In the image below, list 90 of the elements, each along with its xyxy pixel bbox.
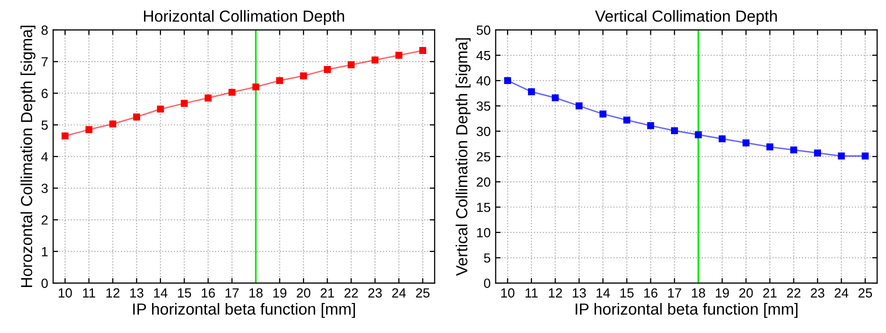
- y-tick-label: 45: [476, 50, 490, 60]
- y-tick-label: 6: [42, 88, 48, 98]
- y-tick-label: 10: [477, 228, 490, 238]
- point: [395, 52, 402, 59]
- point: [109, 120, 116, 128]
- x-tick-label: 21: [320, 288, 334, 298]
- point: [814, 149, 822, 156]
- y-tick-label: 7: [42, 57, 48, 66]
- chart-title: Horizontal Collimation Depth: [144, 10, 344, 25]
- y-tick-label: 40: [476, 76, 490, 86]
- point: [180, 100, 188, 107]
- x-tick-label: 19: [273, 288, 286, 298]
- point: [372, 56, 378, 64]
- point: [419, 47, 426, 54]
- x-axis-title: IP horizontal beta function [mm]: [576, 302, 798, 318]
- point: [228, 88, 236, 96]
- y-tick-label: 4: [41, 152, 48, 162]
- point: [324, 66, 331, 73]
- x-tick-label: 16: [644, 288, 658, 298]
- y-tick-label: 25: [476, 152, 490, 162]
- y-tick-label: 15: [477, 202, 490, 212]
- x-tick-label: 11: [83, 288, 96, 298]
- y-tick-label: 50: [476, 26, 490, 35]
- point: [599, 110, 606, 118]
- y-axis-title: Horozontal Collimation Depth [sigma]: [20, 26, 36, 288]
- x-tick-label: 12: [548, 288, 562, 298]
- y-tick-label: 35: [476, 101, 490, 111]
- x-tick-label: 14: [154, 288, 168, 298]
- x-tick-label: 20: [739, 288, 753, 298]
- point: [766, 143, 774, 150]
- x-tick-label: 13: [130, 288, 144, 298]
- x-tick-label: 21: [763, 288, 777, 298]
- y-tick-label: 0: [484, 278, 490, 288]
- point: [671, 127, 678, 134]
- x-tick-label: 23: [810, 288, 824, 298]
- y-tick-label: 1: [42, 247, 48, 256]
- point: [85, 126, 92, 134]
- x-tick-label: 11: [526, 288, 538, 298]
- y-tick-label: 2: [42, 215, 48, 225]
- point: [276, 77, 284, 84]
- point: [552, 94, 559, 102]
- x-axis-title: IP horizontal beta function [mm]: [133, 302, 355, 318]
- y-tick-label: 20: [476, 177, 490, 187]
- point: [504, 77, 512, 84]
- point: [790, 146, 798, 154]
- point: [528, 88, 535, 96]
- point: [133, 113, 140, 120]
- point: [62, 132, 69, 140]
- y-tick-label: 5: [41, 120, 48, 130]
- x-tick-label: 20: [296, 288, 310, 298]
- y-tick-label: 30: [476, 126, 490, 136]
- point: [576, 102, 583, 110]
- y-tick-label: 3: [41, 184, 48, 194]
- point: [862, 152, 869, 160]
- x-tick-label: 24: [392, 288, 406, 298]
- x-tick-label: 22: [344, 288, 358, 298]
- y-axis-title: Vertical Collimation Depth [sigma]: [456, 38, 471, 276]
- x-tick-label: 18: [692, 288, 706, 298]
- point: [348, 61, 355, 68]
- x-tick-label: 15: [620, 288, 634, 298]
- point: [718, 135, 726, 142]
- y-tick-label: 5: [484, 253, 490, 263]
- x-tick-label: 18: [249, 288, 263, 298]
- x-tick-label: 16: [202, 288, 215, 298]
- point: [742, 139, 750, 146]
- x-tick-label: 22: [787, 288, 800, 298]
- x-tick-label: 19: [716, 288, 729, 298]
- point: [300, 72, 307, 80]
- point: [623, 116, 630, 124]
- point: [252, 83, 260, 90]
- x-tick-label: 14: [596, 288, 610, 298]
- y-tick-label: 8: [42, 26, 48, 35]
- x-tick-label: 10: [501, 288, 514, 298]
- x-tick-label: 13: [572, 288, 586, 298]
- x-tick-label: 17: [226, 288, 239, 298]
- chart-title: Vertical Collimation Depth: [595, 10, 777, 25]
- x-tick-label: 25: [416, 288, 430, 298]
- x-tick-label: 25: [858, 288, 872, 298]
- x-tick-label: 12: [106, 288, 120, 298]
- y-tick-label: 0: [41, 278, 48, 288]
- point: [694, 131, 702, 138]
- point: [204, 94, 212, 102]
- x-tick-label: 24: [834, 288, 848, 298]
- point: [156, 106, 164, 113]
- x-tick-label: 17: [668, 288, 682, 298]
- x-tick-label: 15: [178, 288, 192, 298]
- x-tick-label: 10: [58, 288, 72, 298]
- point: [838, 152, 845, 160]
- point: [647, 122, 654, 130]
- x-tick-label: 23: [368, 288, 382, 298]
